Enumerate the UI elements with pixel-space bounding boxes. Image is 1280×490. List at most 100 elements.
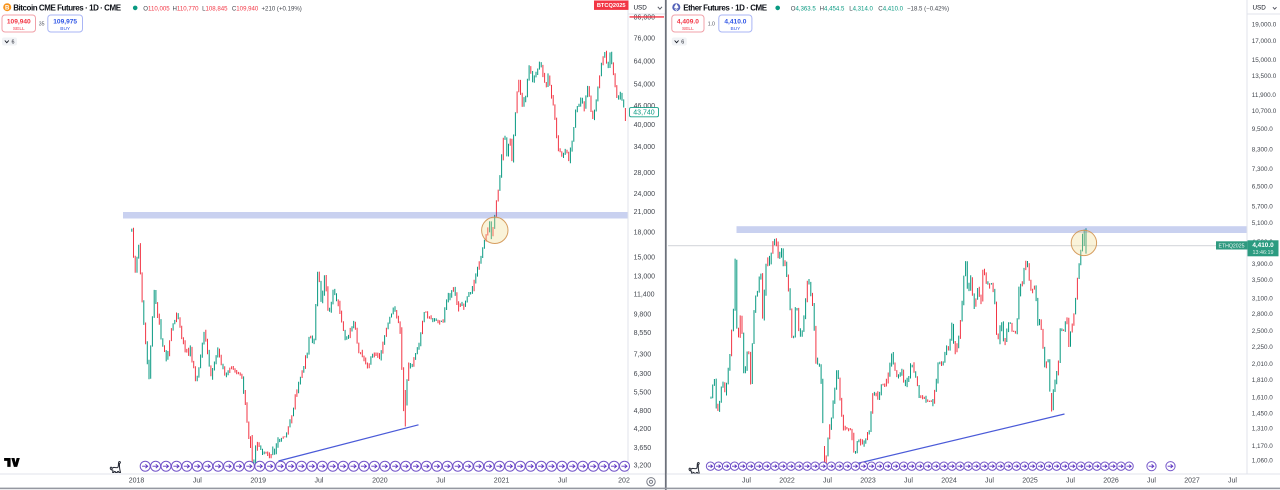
svg-text:Jul: Jul bbox=[985, 477, 994, 484]
svg-text:Jul: Jul bbox=[193, 478, 202, 485]
svg-text:2,800.0: 2,800.0 bbox=[1252, 311, 1274, 318]
svg-text:2020: 2020 bbox=[372, 478, 388, 485]
svg-text:3,900.0: 3,900.0 bbox=[1252, 261, 1274, 268]
svg-text:L108,845: L108,845 bbox=[202, 6, 228, 13]
svg-text:2027: 2027 bbox=[1184, 477, 1200, 484]
svg-text:3,500.0: 3,500.0 bbox=[1252, 277, 1274, 284]
svg-text:8,300.0: 8,300.0 bbox=[1252, 147, 1274, 154]
svg-text:H110,770: H110,770 bbox=[173, 6, 200, 13]
svg-text:2018: 2018 bbox=[129, 478, 145, 485]
svg-text:−18.5 (−0.42%): −18.5 (−0.42%) bbox=[907, 6, 949, 13]
svg-text:15,000.0: 15,000.0 bbox=[1252, 57, 1277, 64]
svg-text:40,000: 40,000 bbox=[634, 122, 656, 129]
svg-text:1.0: 1.0 bbox=[708, 22, 715, 28]
svg-text:76,000: 76,000 bbox=[634, 36, 656, 43]
svg-text:24,000: 24,000 bbox=[634, 191, 656, 198]
svg-text:10,700.0: 10,700.0 bbox=[1252, 108, 1277, 115]
svg-text:2024: 2024 bbox=[941, 477, 957, 484]
svg-text:3,650: 3,650 bbox=[634, 445, 652, 452]
svg-text:34,000: 34,000 bbox=[634, 144, 656, 151]
svg-text:USD: USD bbox=[1253, 4, 1267, 11]
svg-text:11,400: 11,400 bbox=[634, 291, 655, 298]
svg-text:O110,005: O110,005 bbox=[143, 6, 170, 13]
svg-text:3,100.0: 3,100.0 bbox=[1252, 296, 1274, 303]
svg-text:1,450.0: 1,450.0 bbox=[1252, 410, 1274, 417]
svg-text:7,300.0: 7,300.0 bbox=[1252, 166, 1274, 173]
svg-text:Jul: Jul bbox=[904, 477, 913, 484]
svg-text:109,975: 109,975 bbox=[53, 18, 77, 25]
svg-text:L4,314.0: L4,314.0 bbox=[849, 6, 873, 13]
svg-text:202: 202 bbox=[618, 478, 630, 485]
svg-text:1,060.0: 1,060.0 bbox=[1252, 458, 1274, 465]
svg-text:46,000: 46,000 bbox=[634, 103, 656, 110]
svg-text:B: B bbox=[5, 6, 10, 12]
svg-text:1,610.0: 1,610.0 bbox=[1252, 395, 1274, 402]
svg-text:109,940: 109,940 bbox=[7, 18, 31, 25]
svg-text:Jul: Jul bbox=[558, 478, 567, 485]
svg-text:Jul: Jul bbox=[742, 477, 751, 484]
svg-text:21,000: 21,000 bbox=[634, 209, 656, 216]
svg-text:28,000: 28,000 bbox=[634, 170, 656, 177]
svg-text:2022: 2022 bbox=[779, 477, 795, 484]
svg-text:86,000: 86,000 bbox=[634, 14, 656, 21]
svg-text:SELL: SELL bbox=[682, 26, 694, 32]
svg-text:4,409.0: 4,409.0 bbox=[677, 18, 699, 25]
svg-text:2025: 2025 bbox=[1022, 477, 1038, 484]
svg-text:13,500.0: 13,500.0 bbox=[1252, 73, 1277, 80]
svg-text:1,310.0: 1,310.0 bbox=[1252, 426, 1274, 433]
svg-text:2,500.0: 2,500.0 bbox=[1252, 328, 1274, 335]
svg-text:USD: USD bbox=[634, 4, 648, 11]
svg-text:8,550: 8,550 bbox=[634, 330, 652, 337]
svg-text:19,000.0: 19,000.0 bbox=[1252, 21, 1277, 28]
svg-text:3,200: 3,200 bbox=[634, 463, 652, 470]
svg-text:5,500: 5,500 bbox=[634, 390, 652, 397]
svg-text:54,000: 54,000 bbox=[634, 82, 656, 89]
svg-text:SELL: SELL bbox=[13, 26, 25, 32]
svg-text:Jul: Jul bbox=[823, 477, 832, 484]
svg-text:BTCQ2025: BTCQ2025 bbox=[597, 3, 626, 9]
svg-text:+210 (+0.19%): +210 (+0.19%) bbox=[262, 6, 302, 13]
svg-text:2,010.0: 2,010.0 bbox=[1252, 361, 1274, 368]
svg-text:Bitcoin CME Futures · 1D · CME: Bitcoin CME Futures · 1D · CME bbox=[13, 4, 122, 13]
svg-text:1,170.0: 1,170.0 bbox=[1252, 443, 1274, 450]
svg-text:18,000: 18,000 bbox=[634, 230, 656, 237]
svg-text:Jul: Jul bbox=[1147, 477, 1156, 484]
svg-text:2021: 2021 bbox=[494, 478, 510, 485]
svg-text:5,100.0: 5,100.0 bbox=[1252, 220, 1274, 227]
svg-text:O4,363.5: O4,363.5 bbox=[791, 6, 817, 13]
svg-text:4,410.0: 4,410.0 bbox=[724, 18, 746, 25]
svg-text:9,500.0: 9,500.0 bbox=[1252, 126, 1274, 133]
svg-text:64,000: 64,000 bbox=[634, 59, 656, 66]
svg-text:7,300: 7,300 bbox=[634, 351, 652, 358]
svg-text:2023: 2023 bbox=[860, 477, 876, 484]
svg-text:2026: 2026 bbox=[1103, 477, 1119, 484]
svg-text:35: 35 bbox=[39, 22, 45, 28]
svg-text:4,410.0: 4,410.0 bbox=[1252, 242, 1274, 249]
svg-text:6,500.0: 6,500.0 bbox=[1252, 184, 1274, 191]
svg-text:6: 6 bbox=[12, 40, 15, 46]
svg-text:2019: 2019 bbox=[250, 478, 266, 485]
svg-text:1,810.0: 1,810.0 bbox=[1252, 377, 1274, 384]
svg-text:Jul: Jul bbox=[1066, 477, 1075, 484]
svg-text:H4,454.5: H4,454.5 bbox=[820, 6, 845, 13]
svg-text:15,000: 15,000 bbox=[634, 254, 656, 261]
svg-text:BUY: BUY bbox=[60, 26, 71, 32]
svg-text:C109,940: C109,940 bbox=[232, 6, 259, 13]
svg-text:Jul: Jul bbox=[436, 478, 445, 485]
svg-text:Jul: Jul bbox=[1228, 477, 1237, 484]
svg-text:ETHQ2025: ETHQ2025 bbox=[1219, 243, 1245, 249]
svg-text:13,000: 13,000 bbox=[634, 274, 656, 281]
svg-text:Ether Futures · 1D · CME: Ether Futures · 1D · CME bbox=[683, 4, 768, 13]
svg-text:6,300: 6,300 bbox=[634, 371, 652, 378]
svg-text:9,800: 9,800 bbox=[634, 312, 652, 319]
svg-text:6: 6 bbox=[681, 40, 684, 46]
svg-text:43,740: 43,740 bbox=[633, 110, 655, 117]
svg-text:4,200: 4,200 bbox=[634, 426, 652, 433]
svg-text:11,900.0: 11,900.0 bbox=[1252, 92, 1277, 99]
svg-text:2,250.0: 2,250.0 bbox=[1252, 344, 1274, 351]
svg-text:C4,410.0: C4,410.0 bbox=[878, 6, 903, 13]
svg-text:4,800: 4,800 bbox=[634, 408, 652, 415]
svg-text:BUY: BUY bbox=[730, 26, 741, 32]
svg-text:17,000.0: 17,000.0 bbox=[1252, 38, 1277, 45]
svg-text:13:46:19: 13:46:19 bbox=[1253, 250, 1274, 256]
